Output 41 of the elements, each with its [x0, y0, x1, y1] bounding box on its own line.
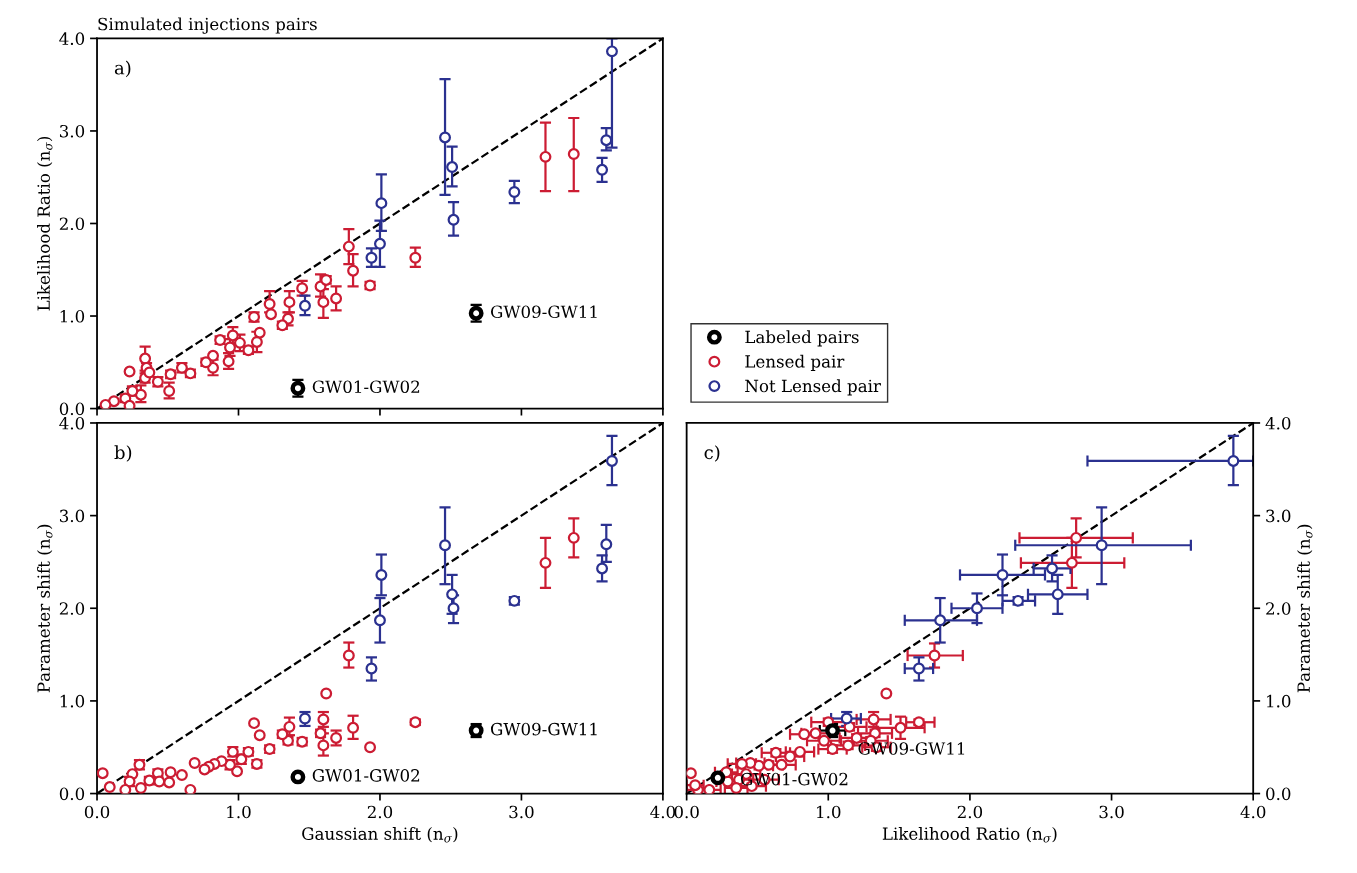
x-tick-label: 0.0	[674, 805, 699, 819]
x-tick-label: 2.0	[957, 805, 983, 819]
annotation: c)	[704, 445, 720, 462]
annotation: GW09-GW11	[490, 305, 597, 319]
x-tick-label: 0.0	[84, 805, 110, 819]
y-tick-label: 1.0	[60, 309, 85, 323]
y-tick-label: 3.0	[59, 509, 85, 523]
y-tick-label: 4.0	[1265, 416, 1291, 430]
x-tick-label: 4.0	[650, 805, 676, 819]
x-tick-label: 1.0	[817, 805, 841, 819]
legend-label: Lensed pair	[745, 354, 845, 371]
chart-title: Simulated injections pairs	[98, 17, 317, 34]
x-axis-title: Likelihood Ratio (n$_{σ}$)	[882, 827, 1057, 843]
y-tick-label: 0.0	[59, 787, 85, 801]
y-axis-title: Parameter shift (n$_{σ}$)	[1297, 524, 1313, 693]
y-tick-label: 2.0	[1266, 602, 1291, 615]
annotation: b)	[114, 445, 132, 462]
x-tick-label: 1.0	[227, 805, 251, 819]
x-tick-label: 4.0	[1240, 805, 1266, 819]
annotation: GW01-GW02	[312, 380, 420, 394]
legend-label: Labeled pairs	[745, 330, 859, 347]
x-tick-label: 3.0	[509, 805, 534, 819]
y-tick-label: 2.0	[59, 602, 85, 615]
y-tick-label: 3.0	[59, 124, 85, 138]
y-tick-label: 2.0	[59, 217, 85, 231]
x-tick-label: 3.0	[1099, 805, 1124, 819]
y-tick-label: 0.0	[59, 402, 85, 416]
annotation: GW01-GW02	[312, 769, 420, 782]
annotation: a)	[114, 60, 131, 78]
y-tick-label: 4.0	[59, 416, 85, 430]
x-axis-title: Gaussian shift (n$_{σ}$)	[302, 827, 458, 843]
y-tick-label: 1.0	[1267, 694, 1291, 708]
y-tick-label: 3.0	[1266, 509, 1291, 523]
y-axis-title: Parameter shift (n$_{σ}$)	[37, 524, 53, 693]
y-axis-title: Likelihood Ratio (n$_{σ}$)	[37, 136, 53, 311]
y-tick-label: 4.0	[59, 32, 85, 45]
y-tick-label: 1.0	[60, 694, 85, 708]
y-tick-label: 0.0	[1266, 787, 1291, 801]
annotation: GW09-GW11	[490, 722, 597, 736]
x-tick-label: 2.0	[367, 805, 393, 819]
legend-label: Not Lensed pair	[745, 379, 881, 396]
